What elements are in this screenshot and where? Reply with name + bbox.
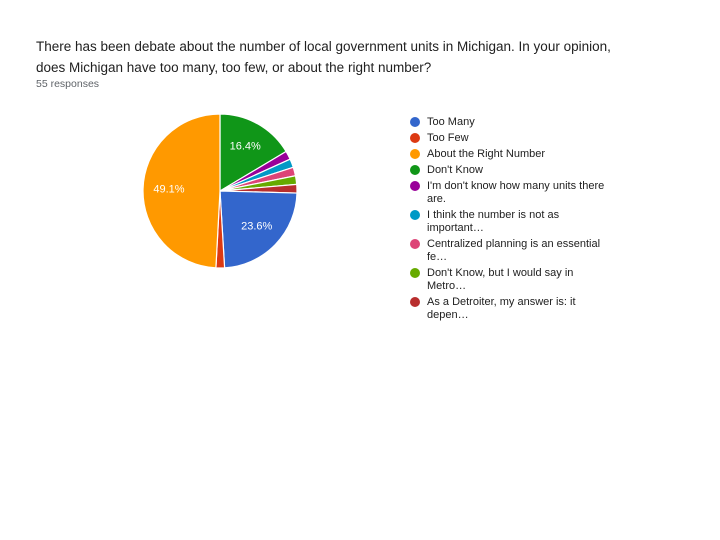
- legend-color-dot: [410, 210, 420, 220]
- legend-item-don-t-know-but-i-would-say-i: Don't Know, but I would say in Metro…: [410, 267, 640, 293]
- chart-legend: Too Many Too Few About the Right Number Don…: [410, 116, 640, 325]
- question-title-line-2: does Michigan have too many, too few, or…: [36, 60, 432, 75]
- legend-label: Too Few: [427, 132, 469, 144]
- legend-item-about-the-right-number: About the Right Number: [410, 148, 640, 161]
- pie-slice-percent-label: 16.4%: [230, 141, 261, 153]
- legend-color-dot: [410, 297, 420, 307]
- legend-color-dot: [410, 239, 420, 249]
- pie-slice-too-many[interactable]: [219, 190, 298, 269]
- legend-color-dot: [410, 133, 420, 143]
- legend-item-too-many: Too Many: [410, 116, 640, 129]
- pie-slice-percent-label: 49.1%: [153, 184, 184, 196]
- legend-item-i-think-the-number-is-not-as: I think the number is not as important…: [410, 209, 640, 235]
- legend-label: As a Detroiter, my answer is: it depen…: [427, 296, 576, 321]
- legend-item-i-m-don-t-know-how-many-unit: I'm don't know how many units there are.: [410, 180, 640, 206]
- legend-color-dot: [410, 117, 420, 127]
- legend-color-dot: [410, 181, 420, 191]
- pie-chart: 16.4% 23.6% 49.1%: [142, 113, 298, 269]
- legend-item-too-few: Too Few: [410, 132, 640, 145]
- pie-slice-about-the-right-number[interactable]: [142, 113, 221, 269]
- legend-label: About the Right Number: [427, 148, 546, 160]
- legend-item-as-a-detroiter-my-answer-is-: As a Detroiter, my answer is: it depen…: [410, 296, 640, 322]
- legend-label: Too Many: [427, 116, 475, 128]
- legend-label: I'm don't know how many units there are.: [427, 180, 605, 205]
- legend-item-centralized-planning-is-an-e: Centralized planning is an essential fe…: [410, 238, 640, 264]
- question-title-line-1: There has been debate about the number o…: [36, 39, 611, 54]
- question-title: There has been debate about the number o…: [36, 36, 676, 78]
- legend-label: Don't Know, but I would say in Metro…: [427, 267, 574, 292]
- legend-color-dot: [410, 165, 420, 175]
- legend-label: Centralized planning is an essential fe…: [427, 238, 601, 263]
- legend-item-don-t-know: Don't Know: [410, 164, 640, 177]
- pie-slice-don-t-know[interactable]: [219, 113, 287, 192]
- legend-label: Don't Know: [427, 164, 483, 176]
- legend-color-dot: [410, 149, 420, 159]
- legend-label: I think the number is not as important…: [427, 209, 560, 234]
- legend-color-dot: [410, 268, 420, 278]
- pie-slice-percent-label: 23.6%: [241, 221, 272, 233]
- responses-count: 55 responses: [36, 78, 100, 90]
